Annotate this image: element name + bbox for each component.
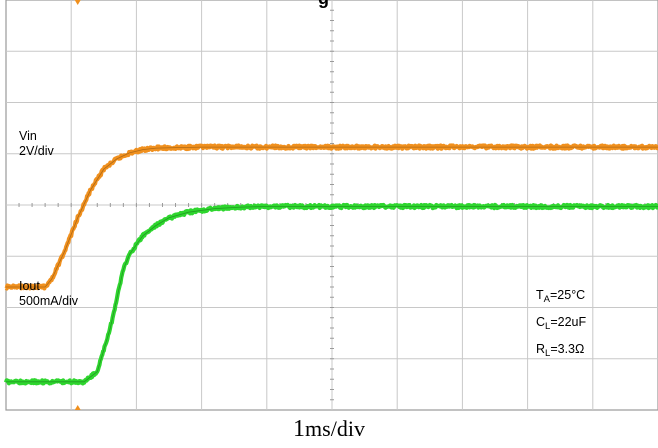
plot-traces	[4, 143, 658, 386]
cl-value: =22uF	[550, 315, 587, 329]
ta-value: =25°C	[549, 288, 586, 302]
vin-trace-core	[6, 146, 658, 288]
trigger-marker-bottom	[74, 405, 81, 410]
vin-label: Vin	[19, 129, 37, 143]
iout-label: Iout	[19, 279, 40, 293]
x-scale-number: 1	[293, 416, 306, 442]
chart-title: g	[318, 0, 329, 9]
cl-symbol: C	[536, 315, 546, 329]
oscilloscope-plot	[4, 0, 658, 411]
ta-symbol: T	[536, 288, 544, 302]
rl-symbol: R	[536, 342, 546, 356]
ta-annotation: TA=25°C	[536, 288, 585, 307]
x-scale-unit: ms/div	[305, 416, 365, 441]
rl-value: =3.3Ω	[550, 342, 585, 356]
trigger-marker-top	[74, 0, 81, 5]
cl-subscript: L	[545, 321, 551, 332]
ta-subscript: A	[543, 294, 550, 305]
vin-scale-label: 2V/div	[19, 144, 54, 158]
x-axis-scale-label: 1ms/div	[0, 416, 658, 443]
rl-subscript: L	[545, 348, 551, 359]
iout-trace-core	[6, 206, 658, 383]
rl-annotation: RL=3.3Ω	[536, 342, 584, 361]
iout-scale-label: 500mA/div	[19, 294, 79, 308]
cl-annotation: CL=22uF	[536, 315, 586, 334]
